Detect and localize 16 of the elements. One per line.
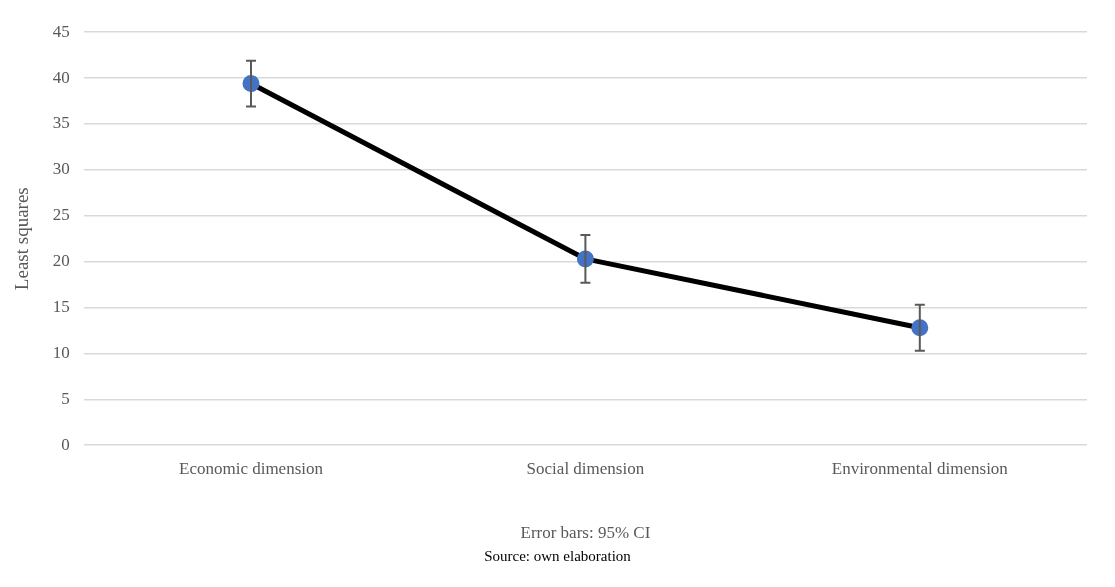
x-axis-title: Error bars: 95% CI — [520, 523, 651, 543]
y-tick-label: 0 — [61, 434, 70, 454]
source-note: Source: own elaboration — [483, 548, 632, 565]
y-tick-label: 40 — [52, 67, 70, 87]
y-tick-label: 25 — [52, 205, 70, 225]
y-tick-label: 5 — [61, 388, 70, 408]
y-tick-label: 30 — [52, 159, 70, 179]
y-axis-title: Least squares — [11, 187, 33, 291]
x-tick-label: Social dimension — [526, 458, 645, 478]
x-tick-label: Economic dimension — [178, 458, 324, 478]
y-tick-label: 15 — [52, 297, 70, 316]
y-tick-label: 45 — [52, 21, 70, 41]
y-tick-label: 20 — [52, 251, 70, 271]
y-tick-label: 10 — [52, 342, 70, 362]
x-tick-label: Environmental dimension — [831, 458, 1009, 478]
y-tick-label: 35 — [52, 113, 70, 133]
